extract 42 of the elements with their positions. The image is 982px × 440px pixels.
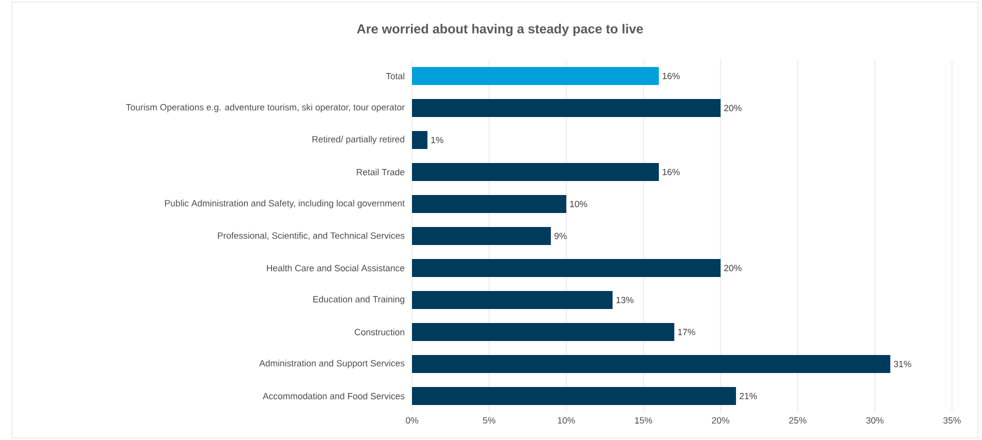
bar xyxy=(412,259,721,278)
chart-title: Are worried about having a steady pace to live xyxy=(356,24,643,36)
bar xyxy=(412,387,736,406)
bar xyxy=(412,323,674,342)
y-tick-label: Accommodation and Food Services xyxy=(262,392,404,400)
bar xyxy=(412,291,613,310)
x-tick-label: 10% xyxy=(558,417,575,424)
data-label: 31% xyxy=(894,360,912,368)
data-label: 1% xyxy=(431,136,444,144)
data-label: 20% xyxy=(724,264,742,272)
bar xyxy=(412,195,566,214)
data-label: 10% xyxy=(570,200,588,208)
x-tick-label: 20% xyxy=(712,417,730,424)
data-label: 13% xyxy=(616,296,634,304)
bar xyxy=(412,163,659,182)
data-label: 16% xyxy=(662,168,680,176)
x-tick-label: 25% xyxy=(789,417,806,424)
data-label: 21% xyxy=(740,392,757,400)
x-tick-label: 0% xyxy=(406,417,418,424)
y-tick-label: Education and Training xyxy=(313,296,404,304)
bar xyxy=(412,67,659,86)
data-label: 9% xyxy=(554,232,567,240)
y-tick-label: Administration and Support Services xyxy=(259,360,404,368)
x-tick-label: 35% xyxy=(943,417,961,424)
bar xyxy=(412,99,721,118)
data-label: 16% xyxy=(662,72,680,80)
y-tick-label: Public Administration and Safety, including local government xyxy=(165,200,405,208)
y-tick-label: Construction xyxy=(354,328,404,336)
x-tick-label: 5% xyxy=(483,417,496,424)
x-tick-label: 30% xyxy=(866,417,884,424)
bar xyxy=(412,131,428,150)
y-tick-label: Professional, Scientific, and Technical Services xyxy=(218,232,404,240)
y-tick-label: Retired/ partially retired xyxy=(312,136,404,144)
y-tick-label: Tourism Operations e.g. adventure tourism, ski operator, tour operator xyxy=(126,104,405,112)
data-label: 17% xyxy=(678,328,696,336)
y-tick-label: Retail Trade xyxy=(356,168,404,176)
bar xyxy=(412,355,890,374)
y-tick-label: Total xyxy=(386,72,404,80)
bar xyxy=(412,227,551,246)
x-tick-label: 15% xyxy=(635,417,652,424)
data-label: 20% xyxy=(724,104,742,112)
y-tick-label: Health Care and Social Assistance xyxy=(266,264,404,272)
